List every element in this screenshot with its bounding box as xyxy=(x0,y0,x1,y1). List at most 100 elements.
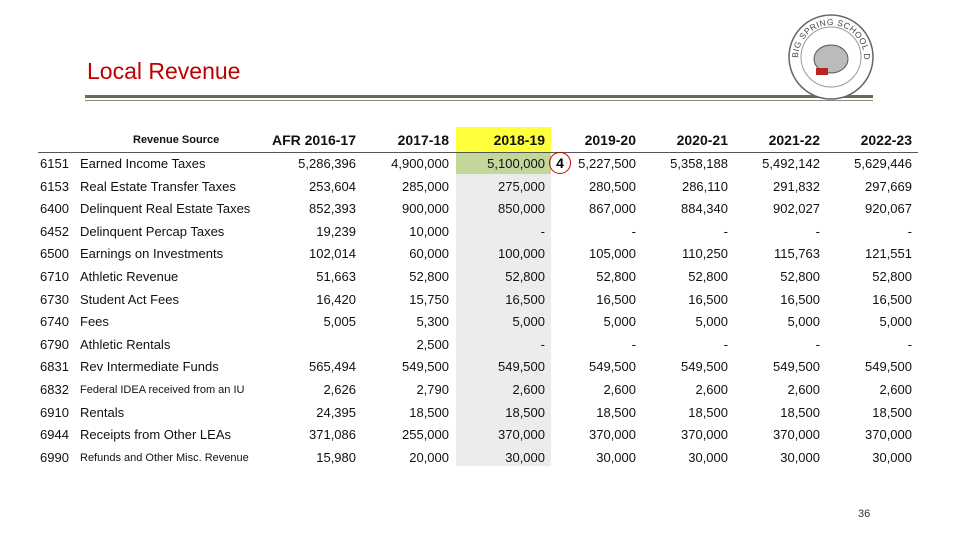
column-header: AFR 2016-17 xyxy=(271,132,356,148)
amount: 2,790 xyxy=(416,382,449,397)
amount: 102,014 xyxy=(309,246,356,262)
amount: - xyxy=(540,336,545,352)
amount: 5,227,500 xyxy=(578,156,636,171)
account-code: 6910 xyxy=(40,404,69,420)
amount: - xyxy=(631,223,636,239)
column-header: 2022-23 xyxy=(860,132,912,148)
account-code: 6151 xyxy=(40,156,69,171)
amount: 2,500 xyxy=(416,336,449,352)
revenue-source: Rev Intermediate Funds xyxy=(80,359,219,375)
amount: - xyxy=(631,336,636,352)
amount: 16,500 xyxy=(596,291,636,307)
amount: 5,005 xyxy=(323,314,356,330)
amount: 110,250 xyxy=(681,246,728,262)
revenue-source: Refunds and Other Misc. Revenue xyxy=(80,451,249,464)
account-code: 6500 xyxy=(40,246,69,262)
amount: 52,800 xyxy=(596,269,636,284)
amount: - xyxy=(723,223,728,239)
amount: 52,800 xyxy=(505,269,545,284)
amount: 565,494 xyxy=(309,359,356,375)
column-header: 2021-22 xyxy=(768,132,820,148)
column-header: 2018-19 xyxy=(493,132,545,148)
amount: 2,626 xyxy=(323,382,356,397)
amount: 24,395 xyxy=(316,404,356,420)
amount: - xyxy=(723,336,728,352)
column-header: 2017-18 xyxy=(397,132,449,148)
amount: 30,000 xyxy=(505,449,545,465)
amount: 884,340 xyxy=(681,201,728,217)
revenue-source: Athletic Revenue xyxy=(80,269,179,284)
revenue-source: Real Estate Transfer Taxes xyxy=(80,178,236,194)
amount: 286,110 xyxy=(681,178,728,194)
amount: 867,000 xyxy=(589,201,636,217)
amount: 16,500 xyxy=(780,291,820,307)
logo-ring xyxy=(800,26,862,88)
amount: 370,000 xyxy=(498,427,545,443)
amount: 10,000 xyxy=(409,223,449,239)
amount: 852,393 xyxy=(309,201,356,217)
revenue-source: Delinquent Real Estate Taxes xyxy=(80,201,251,217)
revenue-source: Delinquent Percap Taxes xyxy=(80,223,225,239)
revenue-source: Earned Income Taxes xyxy=(80,156,206,171)
amount: 16,500 xyxy=(688,291,728,307)
amount: 549,500 xyxy=(589,359,636,375)
amount: - xyxy=(815,336,820,352)
column-header: 2020-21 xyxy=(676,132,728,148)
revenue-source: Rentals xyxy=(80,404,125,420)
amount: 18,500 xyxy=(780,404,820,420)
rule xyxy=(85,95,873,98)
page-number: 36 xyxy=(858,508,871,520)
amount: - xyxy=(907,223,912,239)
amount: 5,000 xyxy=(512,314,545,330)
account-code: 6452 xyxy=(40,223,69,239)
amount: 280,500 xyxy=(589,178,636,194)
amount: 275,000 xyxy=(498,178,545,194)
amount: 370,000 xyxy=(773,427,820,443)
amount: 16,500 xyxy=(872,291,912,307)
revenue-source: Earnings on Investments xyxy=(80,246,224,262)
amount: 370,000 xyxy=(865,427,912,443)
revenue-source: Fees xyxy=(80,314,109,330)
amount: 20,000 xyxy=(409,449,449,465)
amount: 370,000 xyxy=(681,427,728,443)
amount: 5,000 xyxy=(695,314,728,330)
amount: 30,000 xyxy=(872,449,912,465)
revenue-source: Receipts from Other LEAs xyxy=(80,427,231,443)
amount: 19,239 xyxy=(316,223,356,239)
account-code: 6832 xyxy=(40,382,69,397)
amount: 850,000 xyxy=(498,201,545,217)
amount: 5,300 xyxy=(416,314,449,330)
amount: 549,500 xyxy=(681,359,728,375)
amount: 30,000 xyxy=(780,449,820,465)
amount: 370,000 xyxy=(589,427,636,443)
amount: 549,500 xyxy=(865,359,912,375)
amount: 297,669 xyxy=(865,178,912,194)
highlight-cell xyxy=(456,152,551,174)
column-header: 2019-20 xyxy=(584,132,636,148)
amount: 52,800 xyxy=(688,269,728,284)
amount: 30,000 xyxy=(688,449,728,465)
amount: 549,500 xyxy=(402,359,449,375)
amount: - xyxy=(815,223,820,239)
amount: 121,551 xyxy=(865,246,912,262)
rule xyxy=(85,100,873,101)
amount: 902,027 xyxy=(773,201,820,217)
amount: 2,600 xyxy=(879,382,912,397)
account-code: 6990 xyxy=(40,449,69,465)
highlight-header xyxy=(456,127,551,152)
account-code: 6740 xyxy=(40,314,69,330)
amount: 18,500 xyxy=(505,404,545,420)
amount: 5,100,000 xyxy=(487,156,545,171)
amount: 18,500 xyxy=(872,404,912,420)
amount: 60,000 xyxy=(409,246,449,262)
highlight-column xyxy=(456,152,551,466)
amount: 18,500 xyxy=(409,404,449,420)
amount: 2,600 xyxy=(603,382,636,397)
amount: 16,500 xyxy=(505,291,545,307)
amount: 549,500 xyxy=(498,359,545,375)
logo-book xyxy=(816,68,828,75)
amount: 5,000 xyxy=(879,314,912,330)
amount: - xyxy=(540,223,545,239)
logo: BIG SPRING SCHOOL DISTRICT xyxy=(786,12,874,100)
